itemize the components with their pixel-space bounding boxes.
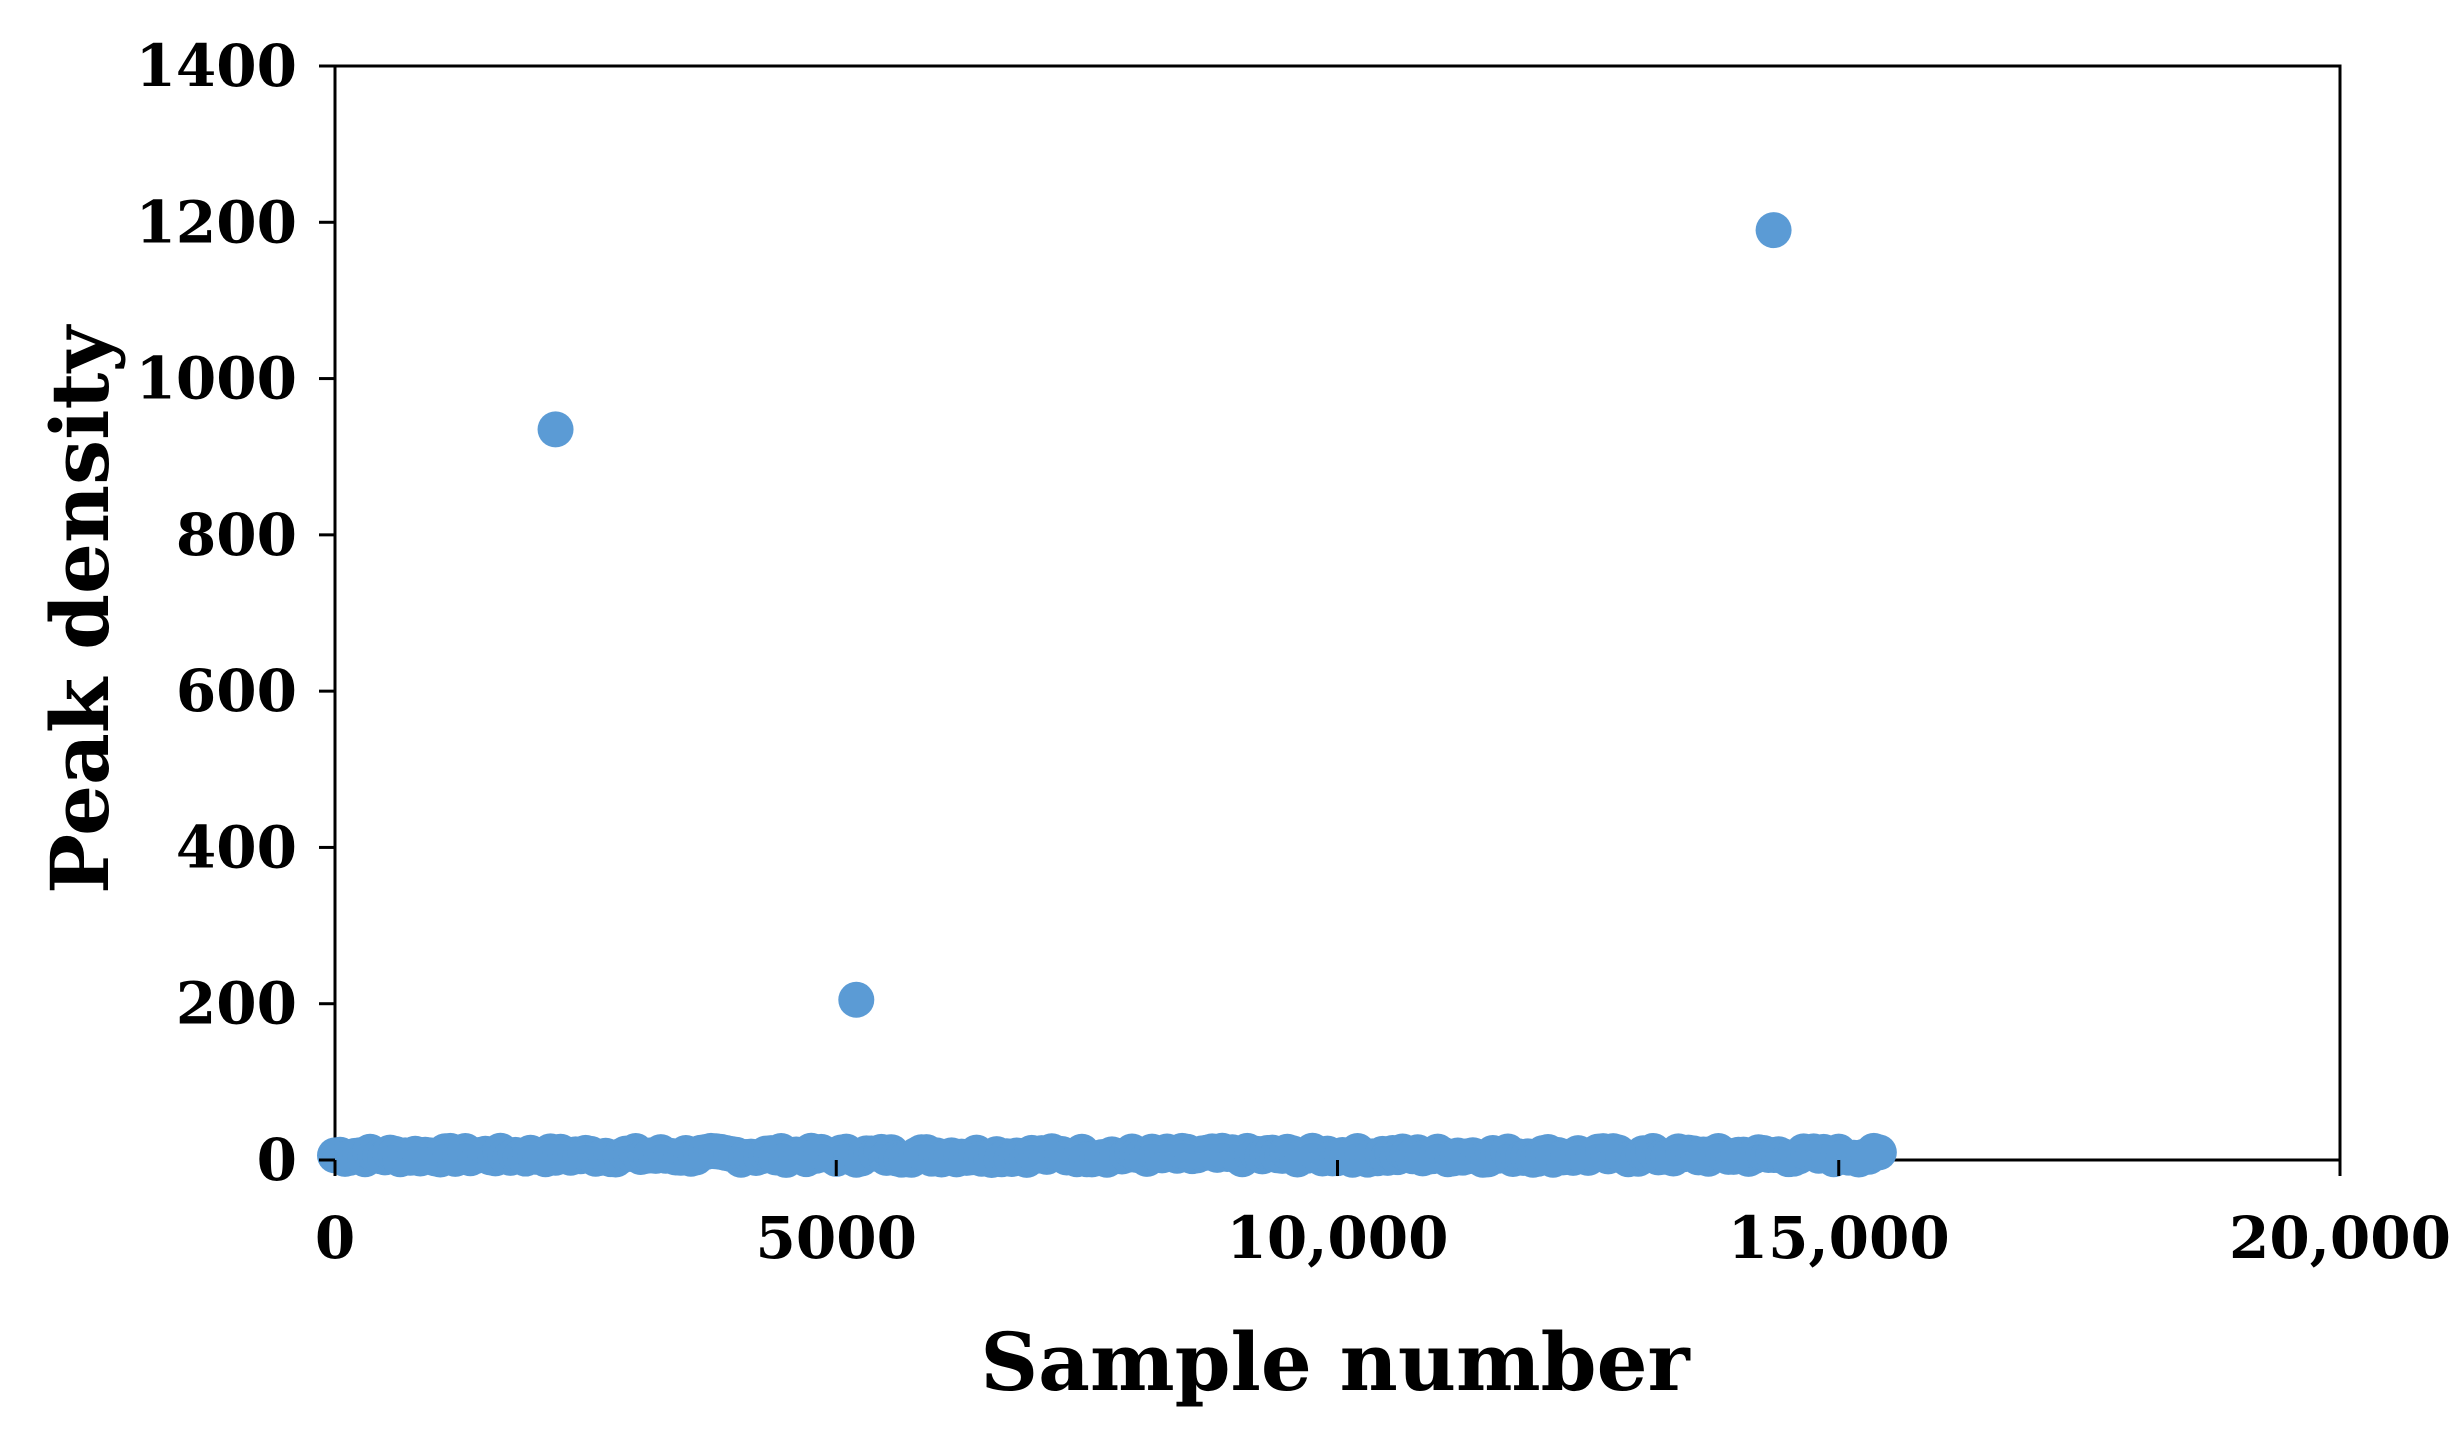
y-tick-label: 200	[176, 970, 297, 1038]
x-tick-label: 0	[315, 1204, 355, 1272]
y-axis-ticks: 0 200 400 600 800 1000 1200 1400	[136, 32, 335, 1194]
data-point-outlier	[838, 981, 875, 1018]
x-tick-label: 5000	[756, 1204, 917, 1272]
y-tick-label: 600	[176, 657, 297, 725]
y-tick-label: 800	[176, 501, 297, 569]
x-tick-label: 20,000	[2229, 1204, 2449, 1272]
y-tick-label: 0	[257, 1126, 297, 1194]
y-tick-label: 1200	[136, 188, 297, 256]
y-tick-label: 1400	[136, 32, 297, 100]
plot-border	[333, 64, 2342, 1162]
y-tick-label: 1000	[136, 345, 297, 413]
x-axis-title: Sample number	[980, 1315, 1690, 1409]
x-tick-label: 15,000	[1728, 1204, 1950, 1272]
x-tick-label: 10,000	[1227, 1204, 1449, 1272]
x-axis-ticks: 0 5000 10,000 15,000 20,000	[315, 1160, 2449, 1272]
data-point-outlier	[1755, 212, 1792, 249]
data-point	[1860, 1134, 1897, 1171]
data-points	[317, 212, 1897, 1178]
y-tick-label: 400	[176, 813, 297, 881]
y-axis-title: Peak density	[33, 324, 127, 894]
plot-area	[333, 64, 2342, 1162]
data-point-outlier	[537, 411, 574, 448]
